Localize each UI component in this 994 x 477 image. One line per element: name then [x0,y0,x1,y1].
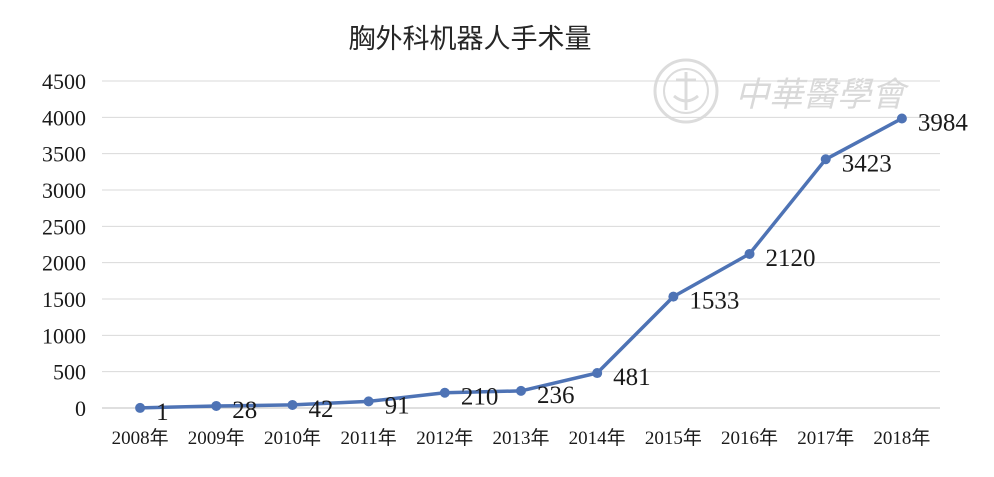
x-tick-label: 2009年 [188,427,245,449]
x-tick-label: 2016年 [721,427,778,449]
y-tick-label: 0 [75,396,86,421]
y-tick-label: 3000 [42,178,86,203]
data-label: 210 [461,384,499,411]
data-label: 481 [613,364,651,391]
data-point [516,385,526,396]
data-label: 42 [308,396,333,423]
x-tick-label: 2014年 [569,427,626,449]
x-axis: 2008年 2009年 2010年 2011年 2012年 2013年 2014年 2015年… [112,427,931,449]
data-point [896,113,907,124]
data-label: 236 [537,382,575,409]
data-point [211,400,222,411]
data-label: 2120 [766,245,816,272]
data-point [363,396,374,407]
y-tick-label: 4000 [42,105,86,130]
x-tick-label: 2008年 [112,427,169,449]
data-point [668,291,679,302]
y-tick-label: 1500 [42,287,86,312]
y-tick-label: 4500 [42,69,86,94]
medical-association-seal-icon [653,58,719,124]
data-point [592,368,603,379]
data-label: 28 [232,397,257,424]
watermark-text: 中華醫學會 [735,75,910,115]
x-tick-label: 2012年 [416,427,473,449]
x-tick-label: 2017年 [797,427,854,449]
x-tick-label: 2013年 [492,427,549,449]
data-label: 1 [156,399,169,426]
x-tick-label: 2015年 [645,427,702,449]
x-tick-label: 2011年 [340,427,396,449]
y-tick-label: 3500 [42,142,86,167]
data-labels: 1 28 42 91 210 236 481 1533 2120 3423 3984 [156,109,968,425]
watermark: 中華醫學會 [653,58,910,124]
chart-title: 胸外科机器人手术量 [349,24,592,55]
data-point [287,399,298,410]
y-tick-label: 500 [53,360,86,385]
data-point [820,154,831,165]
y-tick-label: 1000 [42,323,86,348]
y-tick-label: 2500 [42,214,86,239]
y-tick-label: 2000 [42,251,86,276]
data-label: 3984 [918,109,969,136]
data-label: 3423 [842,150,892,177]
data-point [439,387,450,398]
x-tick-label: 2010年 [264,427,321,449]
data-point [744,248,755,259]
y-axis: 0 500 1000 1500 2000 2500 3000 3500 4000 4500 [42,69,86,421]
data-label: 91 [385,392,410,419]
data-point [135,402,146,413]
series-layer [135,113,907,413]
x-tick-label: 2018年 [873,427,930,449]
data-label: 1533 [689,288,739,315]
